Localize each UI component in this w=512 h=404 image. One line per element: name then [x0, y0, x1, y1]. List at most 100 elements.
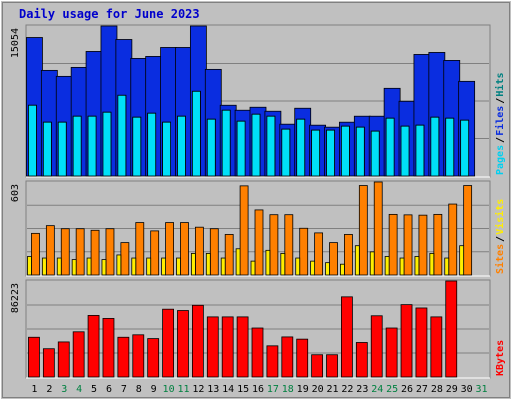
bar-pages-day-4: [72, 115, 82, 177]
bar-kbytes-day-21: [326, 354, 338, 378]
bar-pages-day-28: [430, 116, 440, 177]
legend-hits-files-pages: Pages/Files/Hits: [494, 73, 506, 175]
x-axis-day-labels: 1 2 3 4 5 6 7 8 9 10 11 12 13 14 15 16 17 18 19 20 21 22 23 24 2…: [31, 384, 487, 395]
legend-item: Hits: [494, 73, 506, 97]
bar-visits-day-26: [403, 214, 413, 276]
bar-visits-day-29: [448, 203, 458, 276]
bar-kbytes-day-26: [400, 304, 413, 378]
bar-sites-day-23: [354, 245, 360, 276]
bar-pages-day-5: [87, 115, 97, 177]
bar-sites-day-16: [250, 260, 256, 276]
bar-visits-day-18: [284, 214, 294, 276]
y-max-label: 15054: [10, 28, 21, 58]
bar-sites-day-1: [27, 256, 32, 276]
bar-pages-day-22: [341, 125, 350, 177]
bar-kbytes-day-10: [162, 308, 174, 378]
bar-kbytes-day-5: [87, 315, 100, 378]
day-label-29: 29: [446, 384, 458, 395]
day-label-22: 22: [341, 384, 353, 395]
outer-border-dark: [2, 2, 510, 398]
bar-visits-day-10: [165, 222, 174, 276]
day-label-25: 25: [386, 384, 398, 395]
y-max-label: 603: [10, 184, 21, 202]
bar-visits-day-21: [329, 242, 338, 276]
day-label-12: 12: [192, 384, 204, 395]
bar-visits-day-8: [135, 222, 145, 276]
day-label-24: 24: [371, 384, 383, 395]
day-label-8: 8: [136, 384, 142, 395]
bar-sites-day-29: [444, 257, 450, 276]
day-label-11: 11: [177, 384, 189, 395]
bar-sites-day-2: [41, 257, 47, 276]
bar-kbytes-day-15: [236, 316, 249, 378]
day-label-1: 1: [31, 384, 37, 395]
bar-visits-day-19: [299, 227, 309, 276]
legend-kbytes: KBytes: [495, 340, 506, 376]
day-label-30: 30: [461, 384, 473, 395]
bar-visits-day-28: [433, 213, 443, 276]
bar-pages-day-21: [326, 129, 335, 177]
bar-pages-day-15: [236, 120, 246, 177]
bar-kbytes-day-25: [385, 327, 398, 378]
panel-kbytes: 86223 KBytes: [10, 279, 506, 379]
bar-pages-day-9: [147, 112, 157, 177]
day-label-17: 17: [267, 384, 279, 395]
bar-visits-day-25: [388, 213, 398, 276]
bar-kbytes-day-28: [430, 316, 443, 378]
day-label-5: 5: [91, 384, 97, 395]
bar-kbytes-day-7: [117, 336, 130, 378]
bar-sites-day-20: [310, 260, 316, 276]
bar-pages-day-30: [460, 119, 470, 177]
bar-visits-day-9: [150, 230, 160, 276]
bar-visits-day-12: [194, 226, 204, 276]
day-label-20: 20: [312, 384, 324, 395]
bar-pages-day-14: [221, 109, 231, 177]
bar-pages-day-26: [400, 125, 410, 177]
legend-visits-sites: Sites /Visits: [494, 199, 506, 274]
bar-sites-day-3: [56, 257, 62, 276]
bar-visits-day-27: [418, 214, 428, 276]
day-label-15: 15: [237, 384, 249, 395]
bar-sites-day-17: [265, 249, 271, 276]
day-label-3: 3: [61, 384, 67, 395]
bar-visits-day-30: [463, 185, 473, 276]
bar-pages-day-18: [281, 128, 291, 177]
bar-pages-day-8: [132, 116, 142, 177]
chart-panels: 15054 Pages/Files/Hits 603 Sites/Visits 8622…: [10, 24, 506, 379]
bar-sites-day-14: [220, 257, 226, 276]
day-label-28: 28: [431, 384, 443, 395]
bar-pages-day-7: [117, 94, 127, 177]
panel-visits-sites: 603 Sites /Visits: [10, 180, 506, 277]
bar-sites-day-5: [86, 257, 92, 276]
day-label-19: 19: [297, 384, 309, 395]
bar-kbytes-day-13: [206, 316, 219, 378]
bar-sites-day-21: [325, 262, 330, 276]
bar-pages-day-24: [370, 130, 380, 177]
bar-visits-day-1: [31, 232, 40, 276]
bar-kbytes-day-6: [102, 318, 115, 378]
bar-pages-day-20: [311, 129, 321, 177]
bar-kbytes-day-18: [281, 336, 294, 378]
day-label-23: 23: [356, 384, 368, 395]
bar-pages-day-1: [28, 104, 37, 177]
bar-visits-day-20: [314, 232, 324, 276]
day-label-9: 9: [151, 384, 157, 395]
bar-kbytes-day-16: [251, 327, 264, 378]
bar-visits-day-4: [75, 228, 85, 276]
legend-item: Visits: [494, 199, 506, 235]
legend-item: Sites: [494, 244, 506, 274]
bar-pages-day-16: [251, 113, 261, 177]
bar-sites-day-27: [414, 256, 420, 276]
bar-kbytes-day-2: [42, 348, 55, 378]
day-label-27: 27: [416, 384, 428, 395]
day-label-31: 31: [476, 384, 488, 395]
bar-kbytes-day-27: [415, 307, 428, 378]
bar-sites-day-15: [235, 248, 241, 276]
bar-sites-day-18: [280, 253, 286, 276]
bar-sites-day-30: [459, 245, 465, 276]
day-label-10: 10: [163, 384, 175, 395]
bar-pages-day-12: [191, 90, 201, 177]
bar-pages-day-17: [266, 115, 276, 177]
